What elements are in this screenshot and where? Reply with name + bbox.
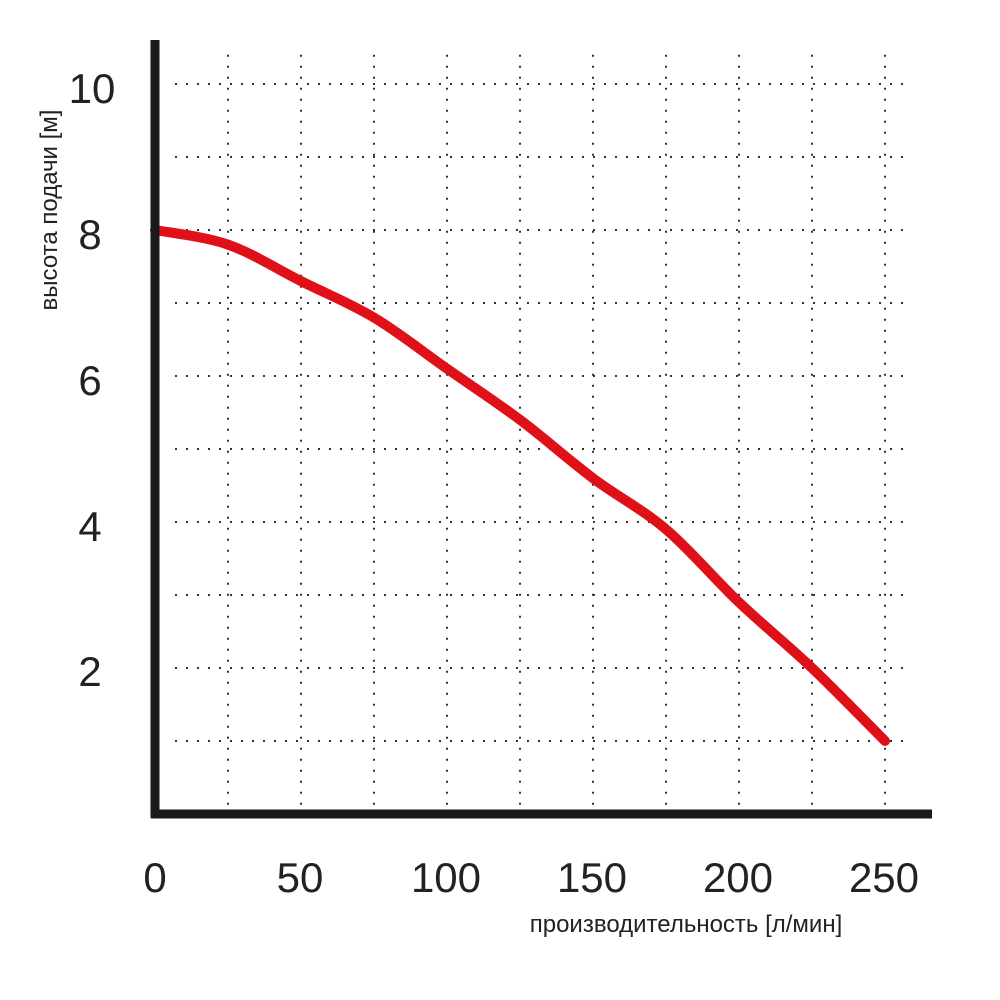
y-tick-label: 6 xyxy=(78,357,101,404)
y-axis-title: высота подачи [м] xyxy=(36,110,63,311)
x-tick-label: 50 xyxy=(277,854,324,901)
x-tick-label: 0 xyxy=(143,854,166,901)
x-tick-label: 200 xyxy=(703,854,773,901)
x-tick-label: 100 xyxy=(411,854,481,901)
y-tick-label: 4 xyxy=(78,503,101,550)
x-tick-label: 150 xyxy=(557,854,627,901)
series-line xyxy=(150,225,890,746)
x-tick-labels: 0 50 100 150 200 250 xyxy=(143,854,919,901)
x-axis-title: производительность [л/мин] xyxy=(530,911,843,938)
y-tick-label: 8 xyxy=(78,211,101,258)
x-tick-label: 250 xyxy=(849,854,919,901)
y-tick-label: 10 xyxy=(69,65,116,112)
y-tick-label: 2 xyxy=(78,648,101,695)
y-tick-labels: 2 4 6 8 10 xyxy=(69,65,116,695)
grid xyxy=(175,54,909,814)
